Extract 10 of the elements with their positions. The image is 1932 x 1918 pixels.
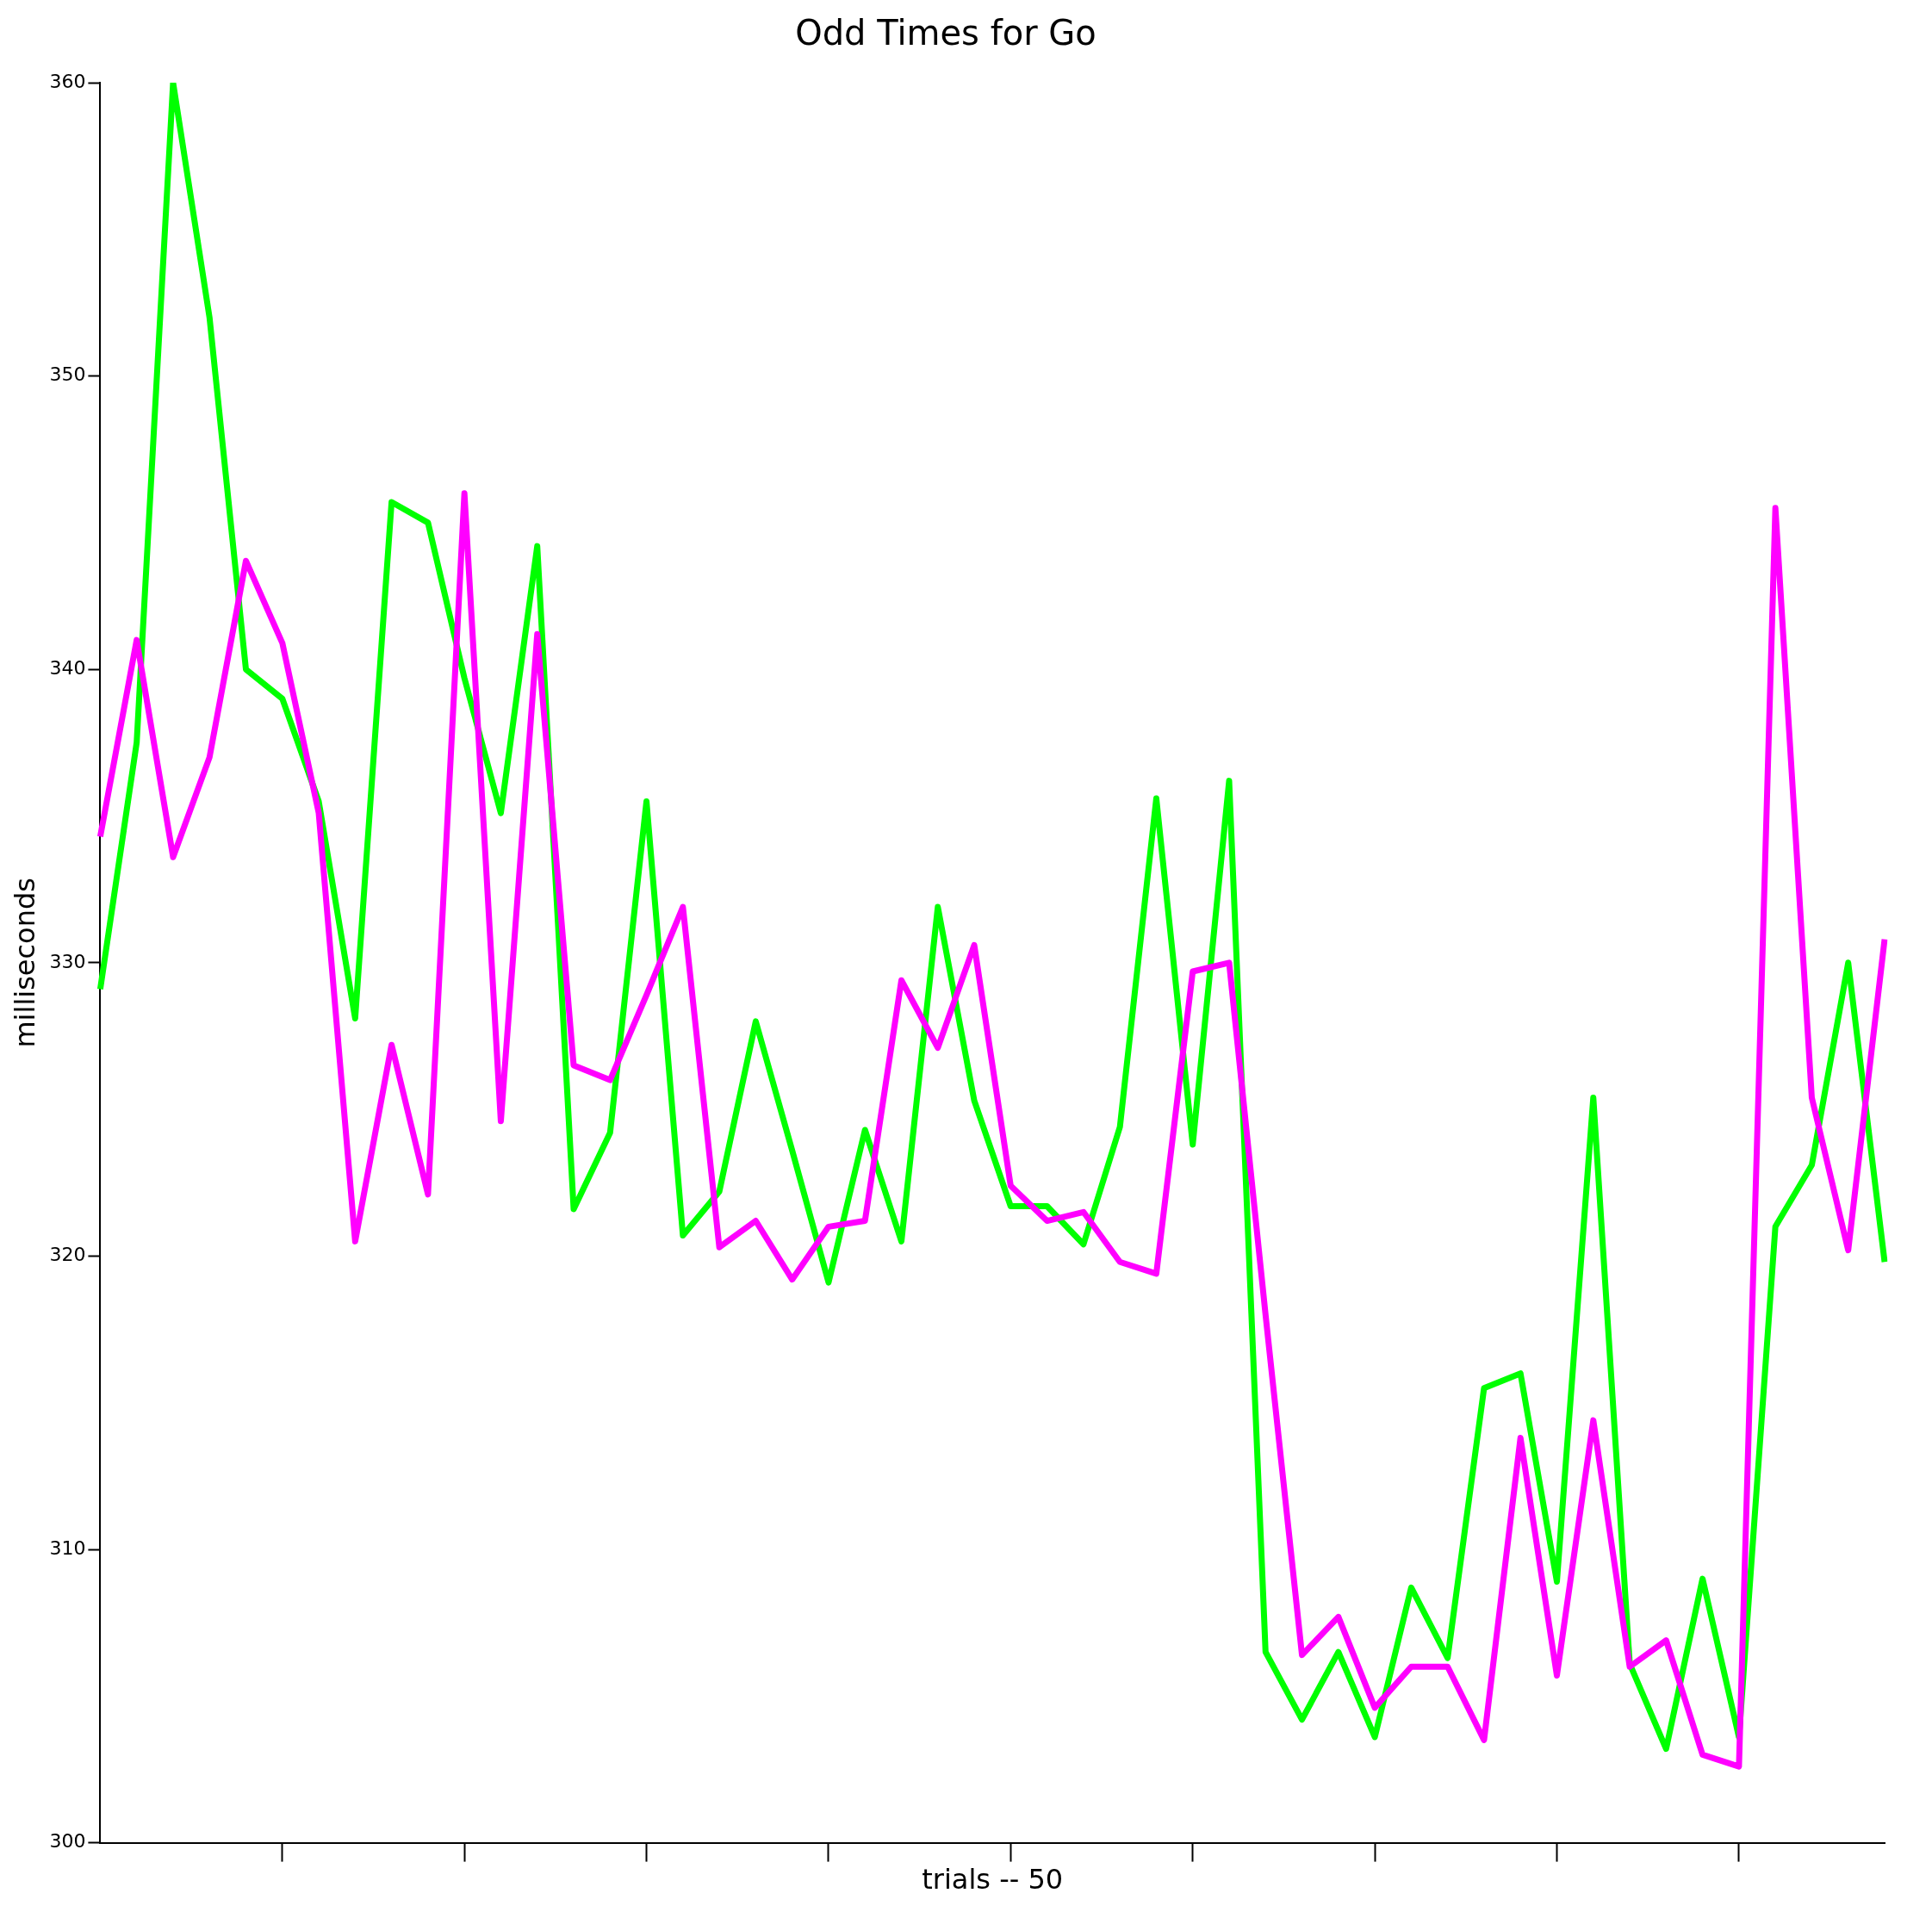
y-tick-label: 360 xyxy=(49,70,86,92)
y-tick-label: 300 xyxy=(49,1830,86,1853)
y-tick-label: 330 xyxy=(49,950,86,972)
x-axis-title: trials -- 50 xyxy=(922,1863,1064,1896)
y-tick-label: 350 xyxy=(49,363,86,386)
y-tick-label: 340 xyxy=(49,656,86,679)
y-tick-label: 310 xyxy=(49,1536,86,1559)
y-axis-title: milliseconds xyxy=(8,878,41,1048)
y-tick-label: 320 xyxy=(49,1244,86,1266)
chart-title: Odd Times for Go xyxy=(795,13,1096,53)
